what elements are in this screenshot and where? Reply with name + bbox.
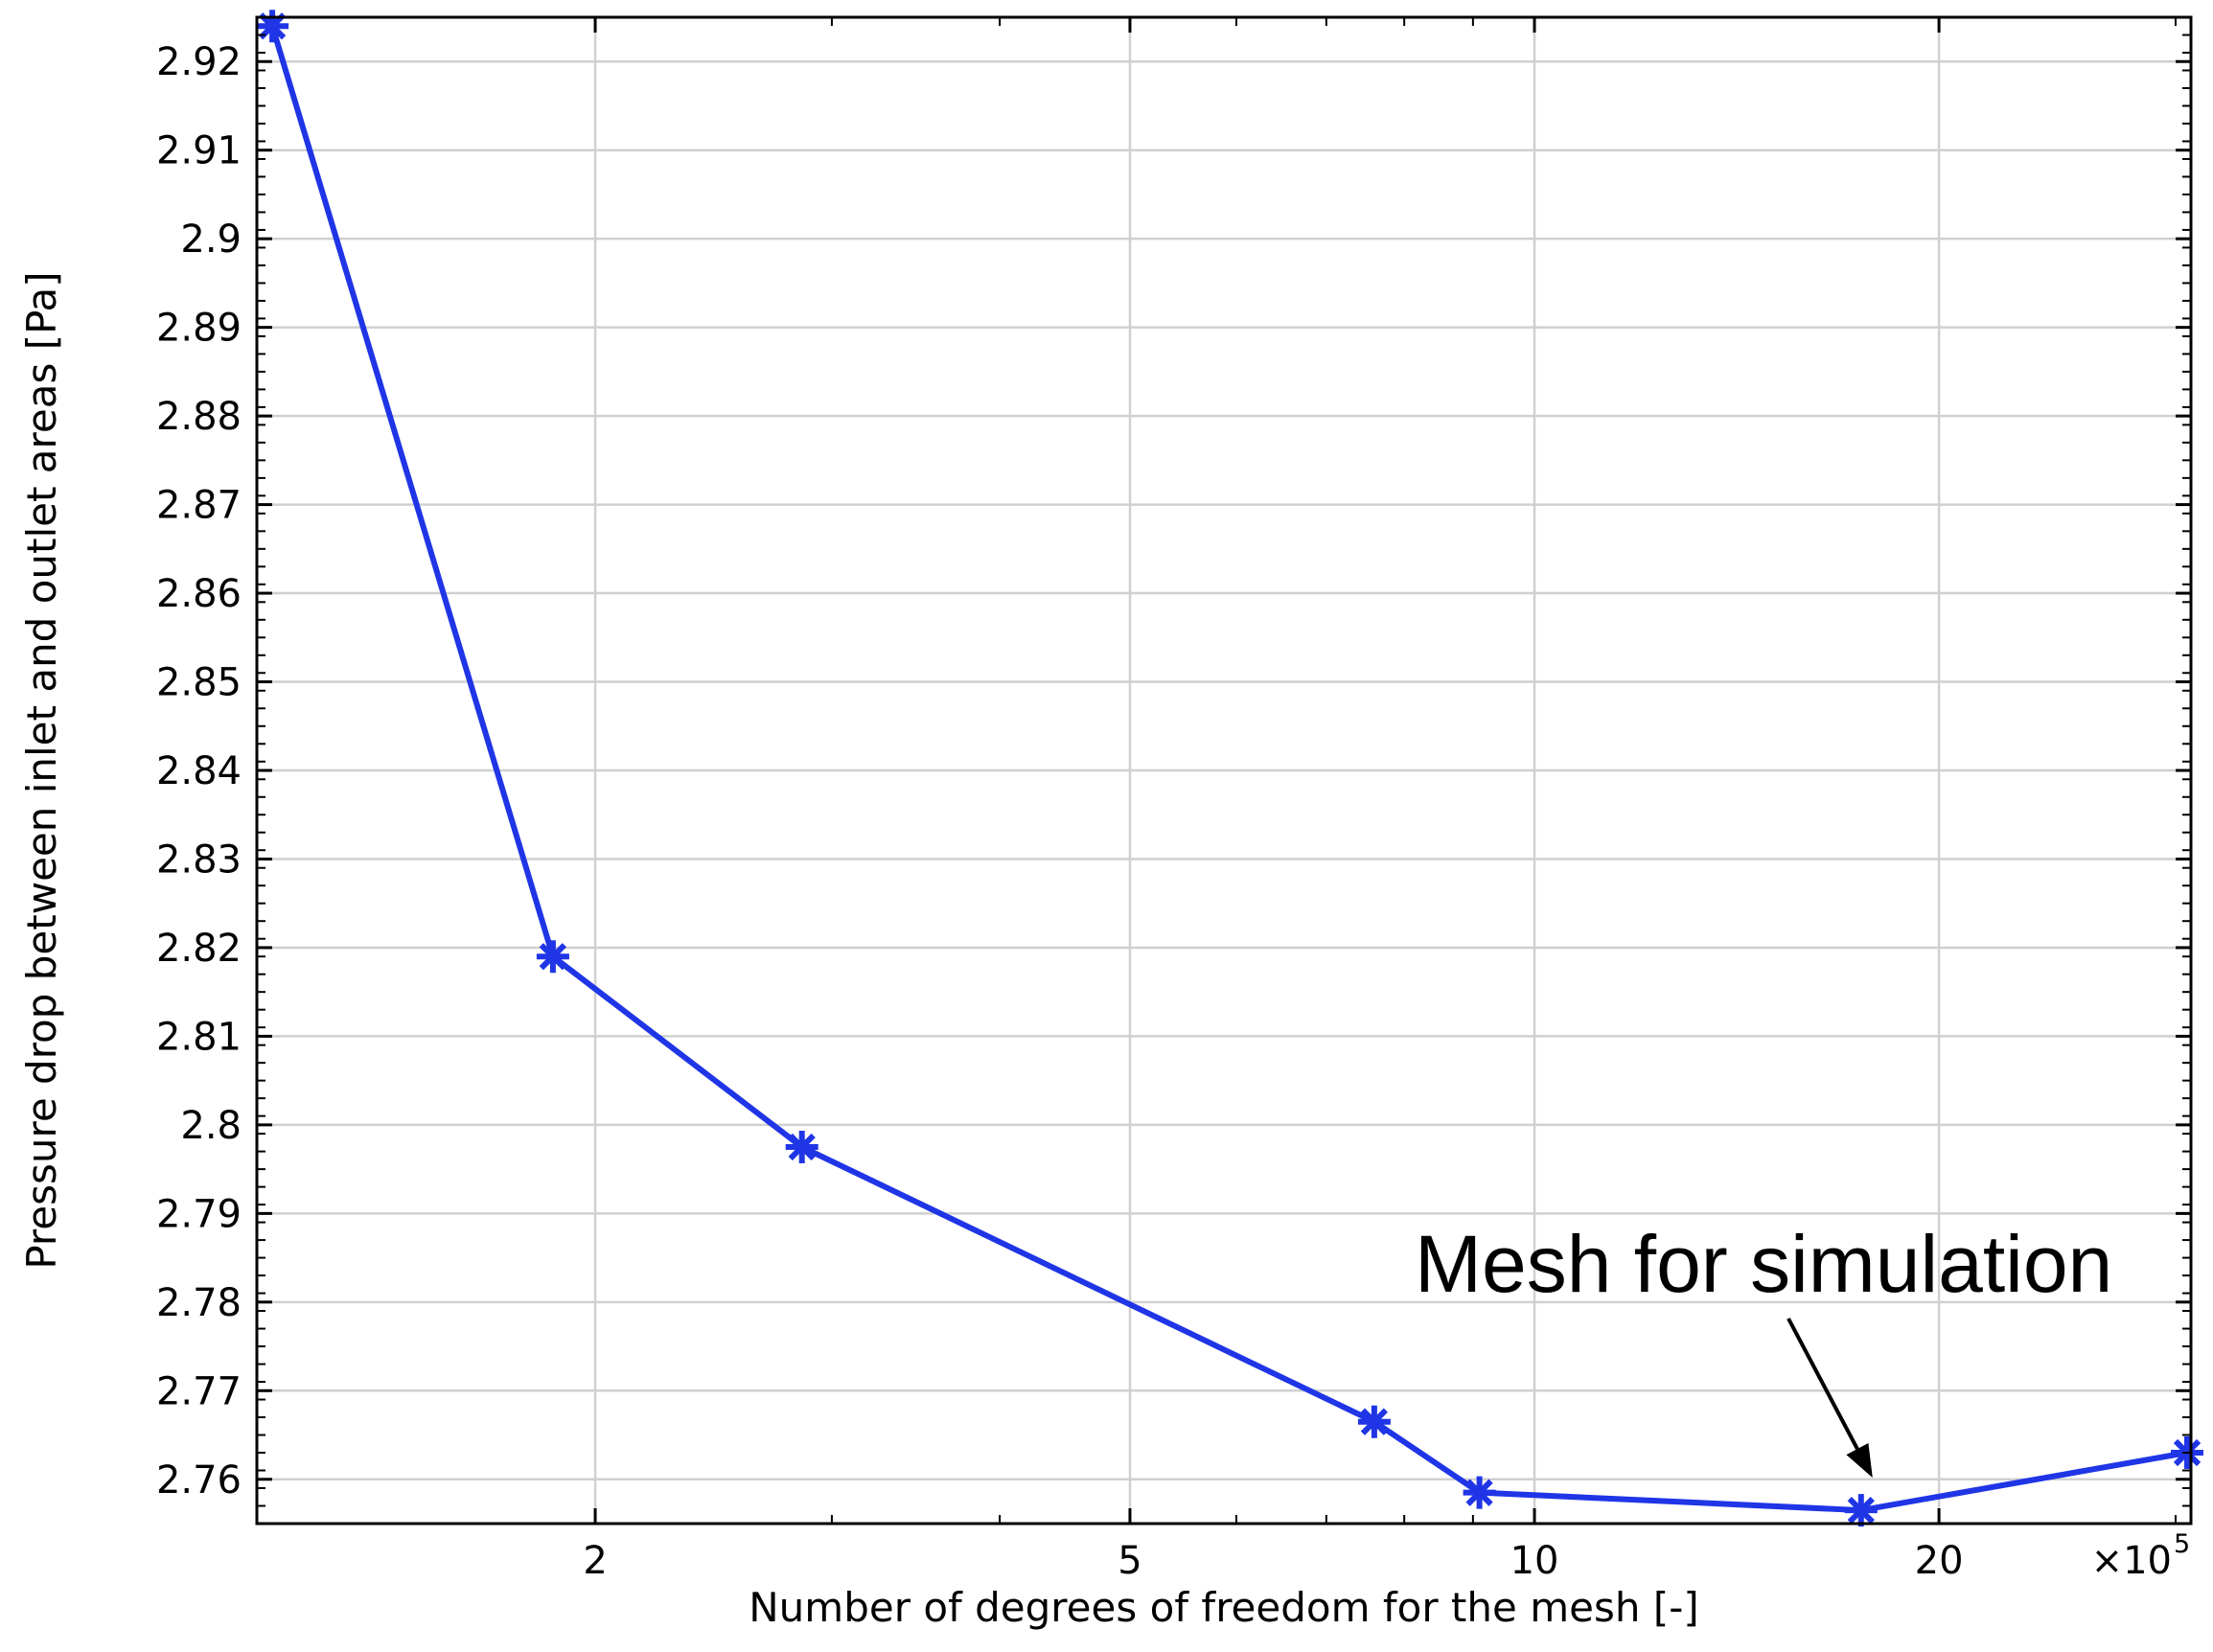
annotation: Mesh for simulation: [1415, 1219, 2112, 1479]
data-point-marker: [1357, 1405, 1391, 1438]
annotation-arrow-line: [1787, 1318, 1859, 1451]
data-point-marker: [1463, 1476, 1496, 1509]
annotation-text: Mesh for simulation: [1415, 1219, 2112, 1309]
data-point-marker: [256, 10, 289, 43]
data-point-marker: [785, 1131, 818, 1163]
x-tick-label: 2: [583, 1539, 607, 1583]
marker-stroke: [1465, 1479, 1493, 1506]
data-point-marker: [1844, 1494, 1878, 1527]
tick-labels: 2 5 10 20 2.76 2.77 2.78 2.79 2.8 2.81 2.82 2.83 2.8…: [156, 40, 1964, 1583]
x-multiplier-exponent: 5: [2174, 1529, 2190, 1559]
x-tick-label: 5: [1118, 1539, 1141, 1583]
y-tick-label: 2.78: [156, 1281, 242, 1325]
marker-stroke: [539, 943, 567, 971]
annotation-arrowhead: [1846, 1443, 1873, 1479]
y-tick-label: 2.92: [156, 40, 242, 84]
x-axis-multiplier: ×10 5: [2091, 1529, 2191, 1583]
tick-marks: [257, 16, 2191, 1525]
marker-stroke: [788, 1133, 816, 1161]
data-series: [256, 10, 2203, 1527]
y-tick-label: 2.82: [156, 927, 242, 971]
y-tick-label: 2.87: [156, 484, 242, 528]
y-tick-label: 2.77: [156, 1369, 242, 1413]
y-tick-label: 2.8: [180, 1104, 242, 1148]
y-tick-label: 2.88: [156, 395, 242, 439]
y-tick-label: 2.89: [156, 307, 242, 351]
y-tick-label: 2.81: [156, 1015, 242, 1059]
grid-lines: [257, 17, 2191, 1524]
y-axis-title: Pressure drop between inlet and outlet a…: [18, 271, 65, 1269]
y-tick-label: 2.79: [156, 1192, 242, 1236]
y-tick-label: 2.91: [156, 129, 242, 173]
data-point-marker: [536, 940, 569, 974]
y-tick-label: 2.85: [156, 661, 242, 705]
y-tick-label: 2.84: [156, 749, 242, 793]
x-tick-label: 20: [1915, 1539, 1964, 1583]
y-tick-label: 2.9: [180, 218, 242, 262]
x-axis-title: Number of degrees of freedom for the mes…: [749, 1584, 1699, 1631]
y-tick-label: 2.86: [156, 572, 242, 616]
x-multiplier-label: ×10: [2091, 1539, 2172, 1583]
x-tick-label: 10: [1510, 1539, 1559, 1583]
marker-stroke: [1847, 1496, 1875, 1525]
y-tick-label: 2.83: [156, 837, 242, 882]
marker-stroke: [1360, 1408, 1389, 1435]
y-tick-label: 2.76: [156, 1458, 242, 1503]
